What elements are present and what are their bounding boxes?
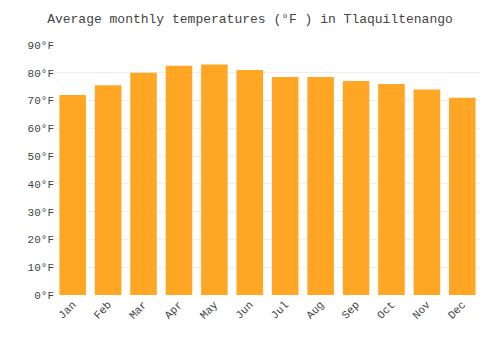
svg-text:Jan: Jan xyxy=(56,299,78,321)
svg-text:80°F: 80°F xyxy=(28,68,54,80)
svg-text:Jul: Jul xyxy=(269,299,291,321)
svg-text:Nov: Nov xyxy=(410,299,433,322)
svg-text:20°F: 20°F xyxy=(28,234,54,246)
svg-text:May: May xyxy=(198,299,221,322)
svg-text:60°F: 60°F xyxy=(28,123,54,135)
svg-text:Jun: Jun xyxy=(233,299,255,321)
svg-text:90°F: 90°F xyxy=(28,40,54,52)
svg-text:Oct: Oct xyxy=(375,299,397,321)
svg-text:30°F: 30°F xyxy=(28,207,54,219)
svg-text:Average monthly temperatures (: Average monthly temperatures (°F ) in Tl… xyxy=(47,12,453,27)
svg-text:Dec: Dec xyxy=(446,299,468,321)
svg-text:Aug: Aug xyxy=(304,299,326,321)
svg-text:10°F: 10°F xyxy=(28,262,54,274)
svg-text:40°F: 40°F xyxy=(28,179,54,191)
svg-text:Apr: Apr xyxy=(162,299,184,321)
svg-text:Sep: Sep xyxy=(340,299,362,321)
svg-text:70°F: 70°F xyxy=(28,95,54,107)
svg-text:0°F: 0°F xyxy=(34,290,54,302)
svg-text:Feb: Feb xyxy=(92,299,114,321)
svg-text:Mar: Mar xyxy=(127,299,149,321)
svg-text:50°F: 50°F xyxy=(28,151,54,163)
